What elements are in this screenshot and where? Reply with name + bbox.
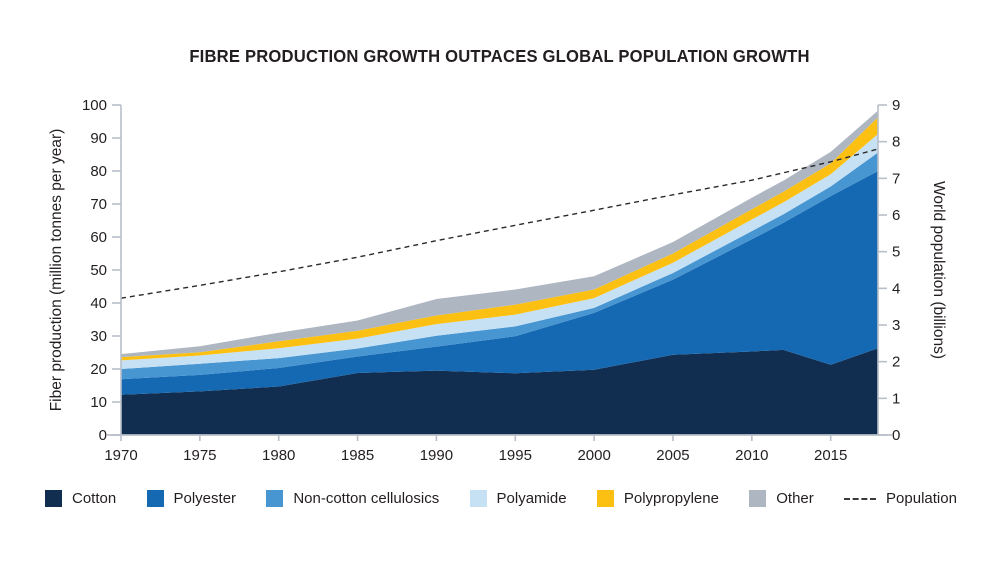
area-polypropylene <box>121 117 878 361</box>
polypropylene-swatch-icon <box>596 490 614 507</box>
legend-label: Cotton <box>72 490 117 507</box>
population-dash-icon <box>844 497 877 500</box>
y-left-tick-label: 0 <box>99 427 107 444</box>
legend-label: Polypropylene <box>623 490 719 507</box>
non-cotton-cellulosics-swatch-icon <box>266 490 284 507</box>
x-tick-label: 1985 <box>341 447 374 464</box>
population-line <box>120 148 879 299</box>
y-right-tick-label: 1 <box>892 390 900 407</box>
x-tick-label: 2005 <box>656 447 689 464</box>
legend-label: Population <box>886 490 957 507</box>
legend-item-other: Other <box>749 490 814 507</box>
legend-label: Polyamide <box>496 490 567 507</box>
x-tick-label: 2000 <box>577 447 610 464</box>
y-right-tick-label: 3 <box>892 317 900 334</box>
y-left-tick-label: 10 <box>90 394 107 411</box>
y-left-tick-label: 30 <box>90 328 107 345</box>
x-tick-label: 2010 <box>735 447 768 464</box>
y-right-tick-label: 4 <box>892 280 900 297</box>
legend-item-polyester: Polyester <box>146 490 237 507</box>
x-tick-label: 2015 <box>814 447 847 464</box>
legend: Cotton Polyester Non-cotton cellulosics Pol… <box>45 490 957 507</box>
polyamide-swatch-icon <box>469 490 487 507</box>
area-cotton <box>121 348 878 435</box>
legend-label: Non-cotton cellulosics <box>293 490 440 507</box>
y-left-tick-label: 50 <box>90 262 107 279</box>
legend-item-population: Population <box>844 490 957 507</box>
legend-label: Other <box>776 490 814 507</box>
legend-item-polypropylene: Polypropylene <box>596 490 719 507</box>
y-left-tick-label: 80 <box>90 163 107 180</box>
y-left-tick-label: 70 <box>90 196 107 213</box>
y-right-tick-label: 8 <box>892 134 900 151</box>
y-axis-left-title: Fiber production (million tonnes per yea… <box>48 128 65 412</box>
area-non-cotton-cellulosics <box>121 152 878 380</box>
y-right-tick-label: 9 <box>892 97 900 114</box>
y-right-tick-label: 2 <box>892 354 900 371</box>
y-left-tick-label: 90 <box>90 130 107 147</box>
y-left-tick-label: 20 <box>90 361 107 378</box>
y-left-tick-label: 100 <box>82 97 107 114</box>
legend-item-polyamide: Polyamide <box>469 490 567 507</box>
area-polyester <box>121 171 878 395</box>
x-tick-label: 1995 <box>499 447 532 464</box>
other-swatch-icon <box>749 490 767 507</box>
x-tick-label: 1970 <box>104 447 137 464</box>
cotton-swatch-icon <box>45 490 62 507</box>
y-right-tick-label: 6 <box>892 207 900 224</box>
y-right-tick-label: 7 <box>892 170 900 187</box>
polyester-swatch-icon <box>146 490 164 507</box>
y-right-tick-label: 5 <box>892 244 900 261</box>
y-right-tick-label: 0 <box>892 427 900 444</box>
legend-item-cotton: Cotton <box>45 490 116 507</box>
legend-item-non-cotton-cellulosics: Non-cotton cellulosics <box>266 490 439 507</box>
x-tick-label: 1990 <box>420 447 453 464</box>
chart-title: FIBRE PRODUCTION GROWTH OUTPACES GLOBAL … <box>189 46 811 66</box>
y-left-tick-label: 60 <box>90 229 107 246</box>
area-polyamide <box>121 134 878 369</box>
x-tick-label: 1975 <box>183 447 216 464</box>
y-axis-right-title: World population (billions) <box>930 180 947 360</box>
y-left-tick-label: 40 <box>90 295 107 312</box>
x-tick-label: 1980 <box>262 447 295 464</box>
legend-label: Polyester <box>173 490 237 507</box>
